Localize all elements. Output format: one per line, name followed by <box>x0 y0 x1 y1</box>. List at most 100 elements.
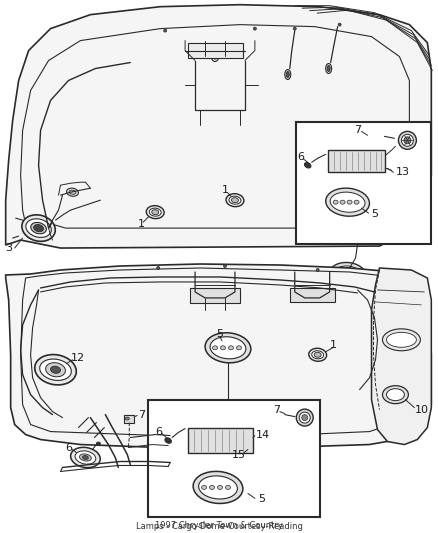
Bar <box>148 400 320 518</box>
Ellipse shape <box>152 209 159 215</box>
Ellipse shape <box>71 447 100 467</box>
Ellipse shape <box>401 134 413 147</box>
Ellipse shape <box>386 389 404 401</box>
Ellipse shape <box>80 454 92 461</box>
Ellipse shape <box>309 348 327 361</box>
Ellipse shape <box>164 29 167 32</box>
Ellipse shape <box>326 63 332 74</box>
Ellipse shape <box>382 386 408 403</box>
Ellipse shape <box>302 415 308 421</box>
Ellipse shape <box>125 417 129 420</box>
Ellipse shape <box>220 346 226 350</box>
Ellipse shape <box>286 71 289 77</box>
Text: 3: 3 <box>6 243 13 253</box>
Text: 5: 5 <box>371 209 378 219</box>
Ellipse shape <box>198 476 237 499</box>
Ellipse shape <box>338 23 341 26</box>
Ellipse shape <box>46 362 65 377</box>
Text: Lamps - Cargo-Dome-Courtesy-Reading: Lamps - Cargo-Dome-Courtesy-Reading <box>136 522 302 531</box>
Ellipse shape <box>347 200 352 204</box>
Ellipse shape <box>314 352 321 357</box>
Ellipse shape <box>237 346 241 350</box>
Ellipse shape <box>226 193 244 207</box>
Ellipse shape <box>326 188 370 216</box>
Text: 5: 5 <box>258 495 265 504</box>
Ellipse shape <box>330 192 365 212</box>
Text: 1997 Chrysler Town & Country: 1997 Chrysler Town & Country <box>155 521 283 530</box>
Ellipse shape <box>69 190 76 194</box>
Ellipse shape <box>50 366 60 373</box>
Ellipse shape <box>218 486 223 489</box>
Ellipse shape <box>285 69 291 79</box>
Bar <box>290 288 335 302</box>
Ellipse shape <box>337 272 341 276</box>
Bar <box>124 415 134 423</box>
Polygon shape <box>371 268 431 445</box>
Ellipse shape <box>382 329 420 351</box>
Text: 7: 7 <box>138 410 145 419</box>
Ellipse shape <box>193 471 243 504</box>
Ellipse shape <box>231 198 238 203</box>
Text: 7: 7 <box>355 125 362 135</box>
Polygon shape <box>6 264 431 448</box>
Ellipse shape <box>149 208 161 216</box>
Ellipse shape <box>254 27 256 30</box>
Ellipse shape <box>212 346 218 350</box>
Ellipse shape <box>75 451 96 464</box>
Polygon shape <box>6 5 431 248</box>
Text: 1: 1 <box>138 219 145 229</box>
Ellipse shape <box>404 137 411 144</box>
Ellipse shape <box>299 412 310 423</box>
Ellipse shape <box>40 359 71 381</box>
Bar <box>296 123 431 244</box>
Ellipse shape <box>330 262 365 286</box>
Text: 14: 14 <box>256 430 270 440</box>
Ellipse shape <box>229 346 233 350</box>
Text: 6: 6 <box>155 426 162 437</box>
Ellipse shape <box>34 224 43 232</box>
Ellipse shape <box>355 272 359 276</box>
Ellipse shape <box>343 272 346 276</box>
Ellipse shape <box>35 354 76 385</box>
Text: 6: 6 <box>298 152 305 162</box>
Bar <box>188 427 253 453</box>
Ellipse shape <box>146 206 164 219</box>
Ellipse shape <box>334 266 361 282</box>
Ellipse shape <box>96 442 100 445</box>
Ellipse shape <box>201 486 207 489</box>
Ellipse shape <box>205 333 251 363</box>
Text: 7: 7 <box>273 405 280 415</box>
Ellipse shape <box>316 269 319 271</box>
Ellipse shape <box>399 131 417 149</box>
Ellipse shape <box>354 200 359 204</box>
Ellipse shape <box>293 27 296 30</box>
Ellipse shape <box>213 52 217 59</box>
Text: 10: 10 <box>414 405 428 415</box>
Text: 1: 1 <box>330 340 337 350</box>
Ellipse shape <box>31 222 46 234</box>
Bar <box>328 150 385 172</box>
Text: 5: 5 <box>216 329 223 339</box>
Ellipse shape <box>210 337 246 359</box>
Ellipse shape <box>223 264 226 268</box>
Text: 12: 12 <box>71 353 85 363</box>
Ellipse shape <box>67 188 78 196</box>
Ellipse shape <box>22 215 55 241</box>
Bar <box>190 288 240 303</box>
Ellipse shape <box>211 50 219 61</box>
Ellipse shape <box>165 438 171 443</box>
Ellipse shape <box>296 409 313 426</box>
Ellipse shape <box>157 266 160 270</box>
Ellipse shape <box>229 196 241 204</box>
Text: 13: 13 <box>396 167 410 177</box>
Ellipse shape <box>209 486 215 489</box>
Ellipse shape <box>327 66 330 71</box>
Ellipse shape <box>312 351 324 359</box>
Text: 1: 1 <box>222 185 229 195</box>
Ellipse shape <box>82 456 88 459</box>
Ellipse shape <box>349 272 353 276</box>
Ellipse shape <box>304 163 311 168</box>
Ellipse shape <box>226 486 230 489</box>
Ellipse shape <box>340 200 345 204</box>
Bar <box>188 43 243 58</box>
